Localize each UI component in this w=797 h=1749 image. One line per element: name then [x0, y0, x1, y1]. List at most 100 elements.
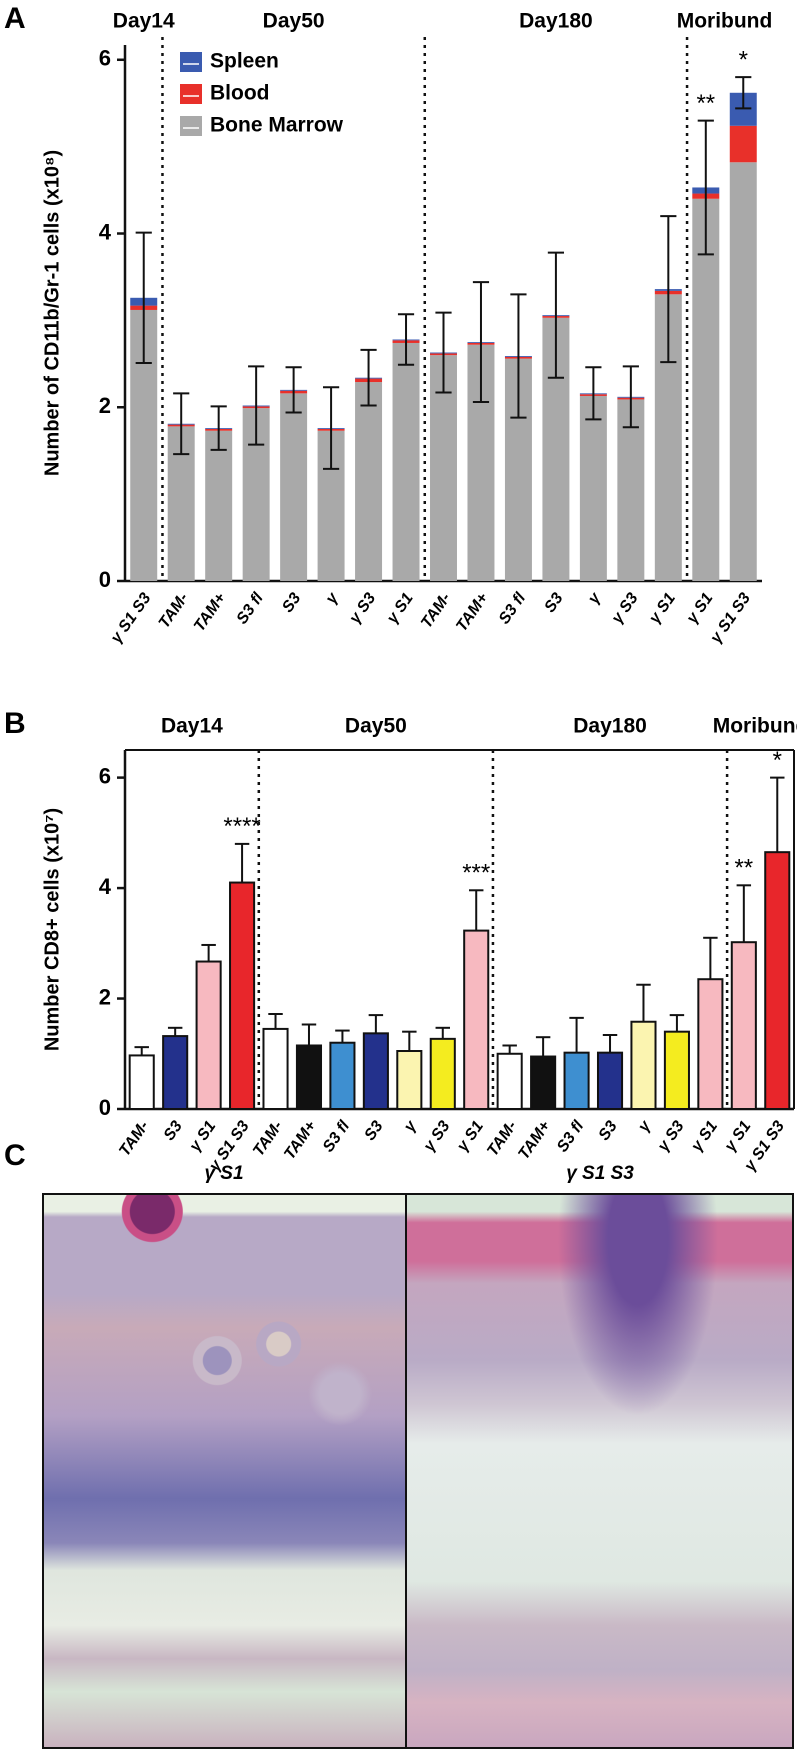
y-tick-label: 2 — [99, 393, 111, 418]
histology-image — [405, 1193, 794, 1749]
bar — [362, 1032, 389, 1111]
x-tick-label: γ — [635, 1117, 655, 1135]
x-tick-label: S3 — [361, 1118, 386, 1144]
y-tick-label: 6 — [99, 46, 111, 71]
bar-segment — [729, 125, 757, 163]
group-label: Day14 — [113, 10, 175, 33]
significance-label: * — [739, 46, 748, 73]
y-tick-label: 0 — [99, 1095, 111, 1120]
error-bar — [468, 889, 484, 931]
x-tick-label: S3 fl — [496, 590, 530, 628]
panel-label: A — [4, 2, 26, 35]
error-bar — [134, 1046, 149, 1056]
error-bar — [602, 1033, 618, 1053]
bar — [396, 1050, 423, 1110]
x-tick-label: S3 — [161, 1118, 186, 1144]
x-tick-label: TAM- — [116, 1118, 152, 1160]
significance-label: ** — [734, 855, 753, 882]
significance-label: *** — [462, 860, 490, 887]
error-bar — [135, 231, 152, 364]
error-bar — [173, 392, 190, 456]
error-bar — [435, 311, 452, 394]
error-bar — [268, 1013, 283, 1029]
x-tick-label: γ S3 — [346, 590, 379, 627]
x-tick-label: γ S3 — [609, 590, 642, 627]
y-tick-label: 0 — [99, 567, 111, 592]
error-bar — [585, 366, 602, 421]
histology-image — [42, 1193, 407, 1749]
x-tick-label: γ S1 — [187, 1118, 220, 1155]
x-tick-label: TAM- — [156, 590, 192, 632]
x-tick-label: γ S1 — [722, 1118, 755, 1155]
x-tick-label: S3 fl — [320, 1118, 354, 1156]
legend-label: Spleen — [210, 50, 279, 73]
x-tick-label: γ — [401, 1117, 421, 1135]
bar — [630, 1020, 657, 1111]
panel-label: C — [4, 1139, 26, 1172]
x-tick-label: γ S1 S3 — [108, 590, 155, 646]
error-bar — [669, 1014, 685, 1032]
x-tick-label: γ — [585, 589, 605, 607]
x-tick-label: TAM+ — [191, 590, 229, 635]
bar — [329, 1041, 356, 1110]
x-tick-label: γ S1 — [454, 1118, 487, 1155]
bar — [463, 929, 490, 1110]
x-tick-label: TAM+ — [515, 1118, 553, 1163]
bar-segment — [280, 393, 308, 581]
y-tick-label: 2 — [99, 984, 111, 1009]
x-tick-label: γ S1 — [646, 590, 679, 627]
group-label: Day14 — [161, 715, 223, 738]
group-label: Day50 — [263, 10, 325, 33]
legend-label: Bone Marrow — [210, 114, 344, 137]
x-tick-label: γ S1 — [684, 590, 717, 627]
x-tick-label: S3 — [279, 590, 304, 616]
error-bar — [234, 842, 250, 883]
x-tick-label: TAM+ — [453, 590, 491, 635]
legend-swatch — [180, 52, 202, 72]
error-bar — [535, 1036, 551, 1057]
error-bar — [622, 365, 639, 429]
error-bar — [735, 76, 752, 110]
legend-label: Blood — [210, 82, 269, 105]
bar — [262, 1027, 289, 1111]
error-bar — [360, 348, 377, 407]
bar-segment — [205, 430, 233, 581]
error-bar — [368, 1014, 384, 1034]
bar — [128, 1054, 155, 1110]
error-bar — [397, 313, 415, 366]
y-axis-label: Number of CD11b/Gr-1 cells (x10⁸) — [41, 150, 63, 476]
bar — [496, 1052, 523, 1111]
bar-segment — [617, 399, 645, 581]
y-axis-label: Number CD8+ cells (x10⁷) — [41, 808, 63, 1051]
bar — [563, 1051, 590, 1111]
y-tick-label: 4 — [99, 874, 112, 899]
error-bar — [201, 943, 216, 962]
x-tick-label: TAM+ — [281, 1118, 319, 1163]
error-bar — [285, 366, 302, 414]
bar-segment — [692, 198, 720, 581]
bar — [730, 941, 757, 1110]
x-tick-label: S3 — [541, 590, 566, 616]
bar — [697, 978, 724, 1111]
error-bar — [510, 293, 527, 419]
bar-segment — [392, 342, 420, 581]
x-tick-label: γ — [323, 589, 343, 607]
error-bar — [660, 215, 677, 364]
error-bar — [210, 405, 227, 451]
legend-swatch — [180, 116, 202, 136]
bar — [295, 1044, 323, 1111]
group-label: Day180 — [519, 10, 593, 33]
error-bar — [502, 1044, 517, 1054]
error-bar — [770, 776, 785, 853]
x-tick-label: γ S1 — [688, 1118, 721, 1155]
bar — [229, 881, 256, 1110]
bar — [764, 851, 791, 1111]
bar — [195, 960, 222, 1111]
bar-segment — [729, 162, 757, 581]
bar — [530, 1055, 557, 1110]
significance-label: **** — [223, 813, 260, 840]
histology-title: γ S1 S3 — [566, 1163, 634, 1184]
group-label: Day180 — [573, 715, 647, 738]
x-tick-label: γ S3 — [421, 1118, 454, 1155]
